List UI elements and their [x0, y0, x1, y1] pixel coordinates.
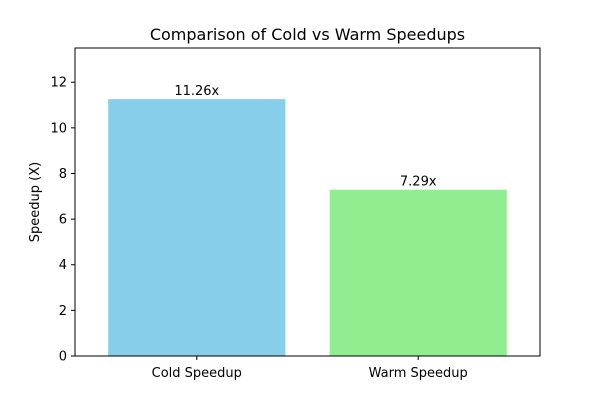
bar-cold-speedup	[108, 99, 286, 356]
plot-area: 0 2 4 6 8 10 12 11.26x Cold Speedup 7.29x Warm Spe…	[50, 76, 507, 381]
y-tick-label: 8	[59, 167, 67, 182]
x-tick-label: Warm Speedup	[369, 366, 468, 381]
y-tick-label: 6	[59, 213, 67, 228]
bar-warm-speedup	[329, 189, 507, 356]
x-tick-label: Cold Speedup	[152, 366, 242, 381]
plot-frame	[74, 47, 541, 357]
data-label: 7.29x	[400, 175, 437, 190]
y-tick-label: 10	[50, 121, 67, 136]
y-tick-label: 12	[50, 76, 67, 91]
data-label: 11.26x	[174, 84, 219, 99]
y-axis-label: Speedup (X)	[28, 162, 43, 242]
chart-title: Comparison of Cold vs Warm Speedups	[150, 25, 465, 44]
y-tick-label: 4	[59, 258, 67, 273]
y-tick-label: 2	[59, 304, 67, 319]
y-tick-label: 0	[59, 350, 67, 365]
